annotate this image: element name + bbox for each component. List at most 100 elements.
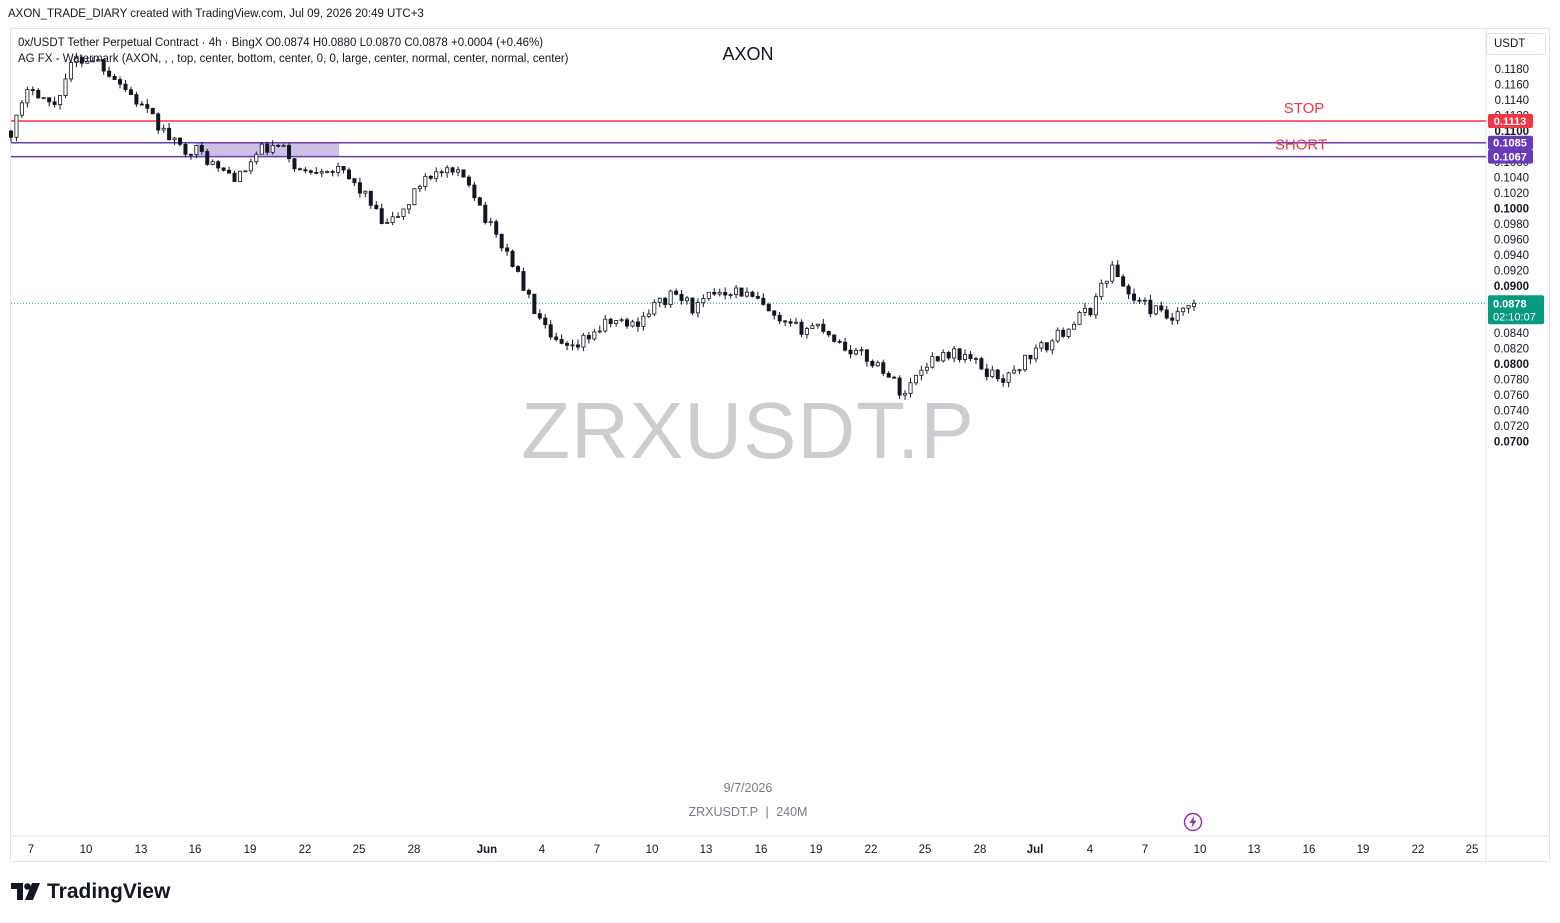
candle <box>216 159 221 172</box>
candle-body <box>794 321 799 324</box>
candle <box>428 175 433 181</box>
candle <box>25 86 30 108</box>
candle-body <box>990 369 995 378</box>
watermark-title: AXON <box>722 44 774 64</box>
candle <box>417 184 422 192</box>
candle <box>183 142 188 158</box>
time-tick-label: Jul <box>1027 844 1044 856</box>
price-tick-label: 0.0740 <box>1494 405 1529 417</box>
currency-button[interactable]: USDT <box>1486 33 1546 55</box>
legend-indicator-line[interactable]: AG FX - Watermark (AXON, , , top, center… <box>18 53 569 65</box>
candle <box>717 288 722 297</box>
candle-body <box>635 321 640 327</box>
candle-body <box>619 319 624 322</box>
candle <box>777 312 782 324</box>
candle-body <box>1028 354 1033 360</box>
candle-body <box>41 97 46 100</box>
price-tick-label: 0.0820 <box>1494 343 1529 355</box>
candle <box>766 302 771 312</box>
candle-body <box>1159 305 1164 311</box>
candle <box>477 196 482 206</box>
candle <box>892 375 897 379</box>
candle-body <box>543 317 548 326</box>
candle <box>532 293 537 315</box>
candle <box>396 212 401 219</box>
candle-body <box>1170 317 1175 321</box>
time-tick-label: 19 <box>1357 844 1370 856</box>
candle <box>799 319 804 338</box>
candle-body <box>1148 299 1153 315</box>
candle-body <box>243 170 248 173</box>
candle-body <box>423 175 428 187</box>
candle <box>308 169 313 175</box>
candle-body <box>1023 354 1028 371</box>
time-tick-label: 4 <box>1087 844 1094 856</box>
candle <box>881 359 886 377</box>
legend-symbol-line[interactable]: 0x/USDT Tether Perpetual Contract · 4h ·… <box>18 37 544 49</box>
candle <box>128 86 133 96</box>
candle-body <box>466 176 471 186</box>
candle-body <box>695 302 700 314</box>
candle-body <box>494 221 499 235</box>
candle <box>1077 310 1082 325</box>
candle-body <box>314 171 319 174</box>
last-price-tag-bg <box>1488 295 1544 325</box>
candle-body <box>755 296 760 299</box>
candle-body <box>85 60 90 64</box>
candle-body <box>401 208 406 218</box>
candle <box>150 107 155 115</box>
candle-body <box>303 169 308 172</box>
candle <box>1148 294 1153 318</box>
candle-body <box>374 204 379 210</box>
candle-body <box>19 102 24 116</box>
candle-body <box>357 182 362 194</box>
time-axis: 7 10 13 16 19 22 25 28 Jun 4 7 10 13 16 19 22 25 28 Jul 4 7 1… <box>28 844 1479 856</box>
candle <box>744 287 749 298</box>
candle-body <box>1082 307 1087 313</box>
candle <box>701 294 706 308</box>
candle-body <box>336 165 341 173</box>
candle <box>85 56 90 64</box>
tradingview-logo[interactable]: TradingView <box>11 880 170 904</box>
candle-body <box>177 137 182 145</box>
candle <box>739 287 744 297</box>
candle <box>1142 297 1147 306</box>
candle <box>581 332 586 352</box>
candle-body <box>1044 342 1049 351</box>
stop-price-tag: 0.1113 <box>1488 113 1533 128</box>
candle-body <box>712 291 717 295</box>
candle-body <box>1181 307 1186 313</box>
candle <box>924 362 929 374</box>
candle-body <box>150 107 155 115</box>
candle-body <box>848 349 853 355</box>
candle-body <box>390 216 395 223</box>
candle <box>390 211 395 226</box>
candle <box>36 88 41 99</box>
candle-body <box>8 130 13 138</box>
candle <box>374 201 379 210</box>
candle-body <box>428 175 433 179</box>
candle <box>1126 283 1131 300</box>
chart-legend[interactable]: 0x/USDT Tether Perpetual Contract · 4h ·… <box>18 35 569 67</box>
candle-body <box>477 197 482 206</box>
candle <box>488 217 493 226</box>
time-tick-label: 25 <box>1466 844 1479 856</box>
candle <box>674 288 679 296</box>
candle <box>559 334 564 345</box>
candle <box>188 153 193 160</box>
candle-body <box>984 368 989 378</box>
candle-body <box>1137 299 1142 302</box>
candle-body <box>188 153 193 156</box>
candle-body <box>963 354 968 360</box>
candle-body <box>112 75 117 80</box>
candle-body <box>270 145 275 153</box>
candle-body <box>592 331 597 340</box>
candle-body <box>287 144 292 160</box>
price-tick-label: 0.0700 <box>1494 436 1529 448</box>
candle <box>134 91 139 107</box>
candle-body <box>1099 282 1104 298</box>
candle-body <box>668 290 673 305</box>
lightning-icon[interactable] <box>1183 812 1203 832</box>
